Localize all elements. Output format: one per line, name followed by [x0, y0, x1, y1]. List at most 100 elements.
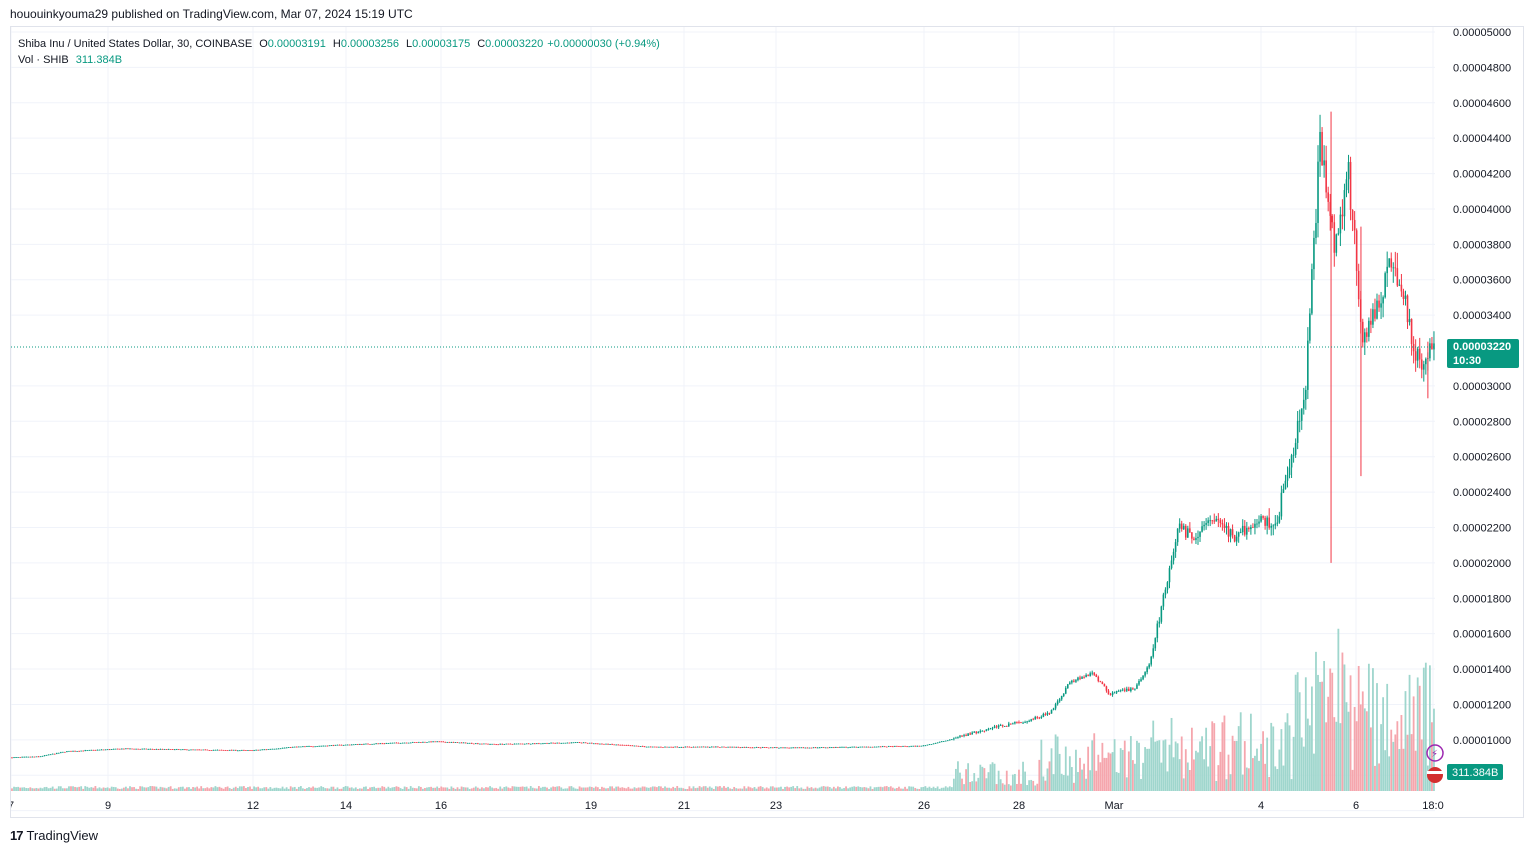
candle-body — [51, 753, 54, 755]
candle-body — [1178, 523, 1181, 529]
candle-body — [924, 745, 927, 747]
candle-body — [877, 746, 880, 748]
volume-bar — [440, 786, 443, 791]
volume-bar — [501, 788, 504, 791]
x-tick-label: 6 — [1353, 800, 1359, 812]
volume-bar — [1223, 715, 1226, 791]
candle-body — [76, 751, 78, 752]
candlestick-chart[interactable]: 0.00005000 0.00004800 0.00004600 0.00004400… — [11, 27, 1523, 817]
volume-bar — [63, 788, 66, 791]
candle-body — [660, 746, 662, 748]
volume-bar — [1081, 769, 1083, 791]
candle-body — [212, 749, 215, 751]
candle-body — [57, 752, 60, 754]
candle-body — [13, 757, 15, 759]
footer-branding[interactable]: 17 TradingView — [10, 828, 98, 843]
volume-bar — [617, 786, 620, 791]
volume-bar — [1097, 754, 1100, 791]
volume-bar — [1005, 770, 1008, 791]
candle-body — [444, 741, 447, 743]
symbol-title[interactable]: Shiba Inu / United States Dollar, 30, CO… — [18, 38, 253, 50]
candle-body — [849, 747, 851, 748]
candle-body — [818, 747, 821, 749]
volume-bar — [70, 786, 72, 791]
candle-body — [359, 744, 361, 745]
candle-body — [1211, 520, 1214, 522]
candle-body — [1345, 179, 1348, 191]
candle-body — [1093, 672, 1096, 675]
volume-bar — [1304, 677, 1307, 791]
low-value: 0.00003175 — [412, 38, 471, 50]
volume-bar — [279, 788, 282, 791]
volume-bar — [208, 788, 211, 791]
candle-body — [743, 747, 746, 748]
candle-body — [914, 745, 917, 747]
volume-bar — [1245, 767, 1248, 791]
x-tick-label: 23 — [770, 800, 782, 812]
candle-body — [1036, 716, 1039, 718]
candle-body — [1239, 532, 1242, 533]
candle-body — [60, 752, 62, 754]
volume-bar — [399, 788, 402, 791]
volume-bar — [643, 786, 646, 791]
candle-body — [45, 755, 48, 756]
volume-bar — [757, 786, 760, 791]
change-value: +0.00000030 (+0.94%) — [547, 38, 660, 50]
volume-bar — [377, 787, 380, 791]
candle-body — [780, 747, 782, 749]
candle-body — [586, 742, 589, 744]
chart-frame[interactable]: 0.00005000 0.00004800 0.00004600 0.00004400… — [10, 26, 1524, 818]
volume-bar — [721, 787, 723, 791]
candle-body — [790, 747, 792, 749]
candle-body — [1272, 525, 1275, 527]
volume-bar — [415, 788, 418, 791]
volume-bar — [1091, 740, 1094, 791]
candle-body — [855, 746, 858, 748]
candle-body — [806, 747, 809, 749]
volume-bar — [682, 788, 685, 791]
candle-body — [475, 743, 477, 745]
x-tick-label: 16 — [435, 800, 447, 812]
volume-label[interactable]: Vol · SHIB — [18, 54, 69, 66]
candle-body — [1333, 222, 1336, 253]
candle-body — [662, 747, 664, 748]
volume-bar — [843, 788, 845, 791]
candle-body — [196, 749, 198, 751]
candle-body — [529, 743, 532, 745]
volume-bar — [1176, 743, 1179, 791]
volume-bar — [985, 778, 988, 791]
volume-bar — [769, 786, 772, 791]
candle-body — [1223, 524, 1226, 528]
volume-bar — [1162, 740, 1165, 791]
candle-body — [448, 742, 451, 743]
volume-bar — [1321, 681, 1323, 791]
candle-body — [1148, 664, 1150, 668]
volume-bar — [668, 787, 670, 791]
candle-body — [611, 744, 613, 745]
volume-bar — [293, 786, 296, 791]
volume-bar — [80, 786, 83, 791]
volume-bar — [1229, 774, 1232, 791]
volume-bar — [452, 787, 455, 791]
candle-body — [1172, 551, 1175, 561]
volume-bar — [952, 778, 955, 791]
volume-bar — [1292, 736, 1295, 791]
volume-bar — [1337, 628, 1340, 791]
volume-bar — [1152, 720, 1155, 791]
candle-body — [326, 745, 329, 747]
x-tick-label: 9 — [105, 800, 111, 812]
candle-body — [1060, 695, 1063, 700]
candle-body — [837, 747, 839, 748]
volume-bar — [631, 788, 634, 791]
candle-body — [440, 741, 443, 743]
volume-bar — [1296, 672, 1299, 791]
volume-bar — [1431, 722, 1433, 791]
candle-body — [605, 743, 607, 745]
candle-body — [129, 748, 131, 750]
volume-bar — [942, 787, 945, 791]
candle-body — [1134, 688, 1136, 690]
volume-bar — [1201, 736, 1203, 791]
volume-bar — [731, 788, 734, 791]
volume-bar — [1195, 750, 1197, 791]
candle-body — [1089, 673, 1091, 676]
